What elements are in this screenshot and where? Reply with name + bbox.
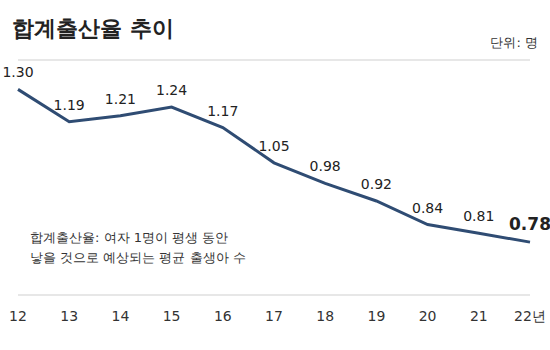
- html-text:낳을 것으로 예상되는 평균 출생아 수: 낳을 것으로 예상되는 평균 출생아 수: [30, 250, 246, 265]
- svg-text:0.98: 0.98: [310, 158, 341, 174]
- svg-text:14: 14: [111, 308, 129, 324]
- svg-text:17: 17: [265, 308, 283, 324]
- svg-text:19: 19: [367, 308, 385, 324]
- html-text:합계출산율: 여자 1명이 평생 동안: 합계출산율: 여자 1명이 평생 동안: [30, 230, 229, 245]
- svg-text:1.17: 1.17: [207, 103, 238, 119]
- svg-text:22년: 22년: [514, 308, 546, 324]
- svg-text:0.84: 0.84: [412, 200, 443, 216]
- svg-text:1.05: 1.05: [258, 138, 289, 154]
- svg-text:1.24: 1.24: [156, 82, 187, 98]
- svg-text:15: 15: [163, 308, 181, 324]
- svg-text:1.21: 1.21: [105, 91, 136, 107]
- svg-text:13: 13: [60, 308, 78, 324]
- svg-text:0.78: 0.78: [509, 214, 550, 234]
- svg-text:21: 21: [470, 308, 488, 324]
- svg-text:20: 20: [419, 308, 437, 324]
- svg-text:18: 18: [316, 308, 334, 324]
- svg-text:12: 12: [9, 308, 27, 324]
- svg-text:0.81: 0.81: [463, 208, 494, 224]
- html-text:단위: 명: 단위: 명: [490, 35, 538, 50]
- html-text:합계출산율 추이: 합계출산율 추이: [12, 16, 174, 41]
- svg-text:16: 16: [214, 308, 232, 324]
- svg-text:1.19: 1.19: [54, 97, 85, 113]
- svg-text:0.92: 0.92: [361, 176, 392, 192]
- svg-text:1.30: 1.30: [2, 64, 33, 80]
